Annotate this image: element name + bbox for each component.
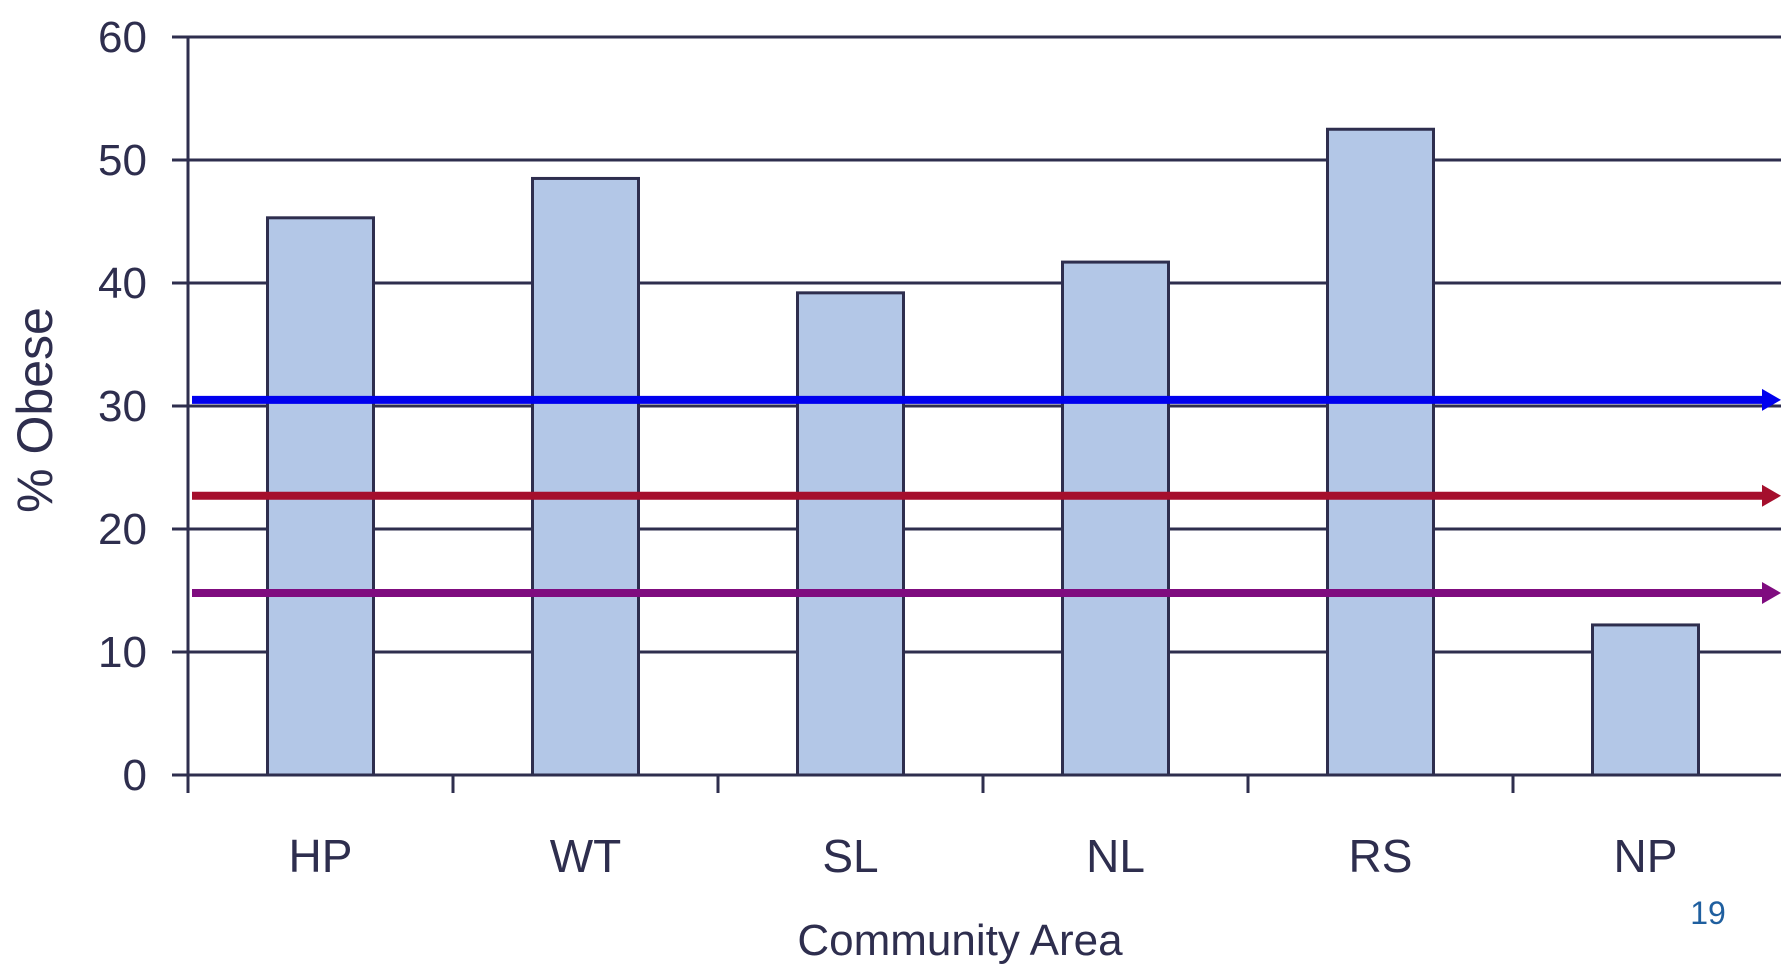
gridlines <box>188 35 1781 654</box>
bar-nl <box>1061 260 1170 777</box>
y-tick-label-10: 10 <box>98 628 147 677</box>
x-tick-label-nl: NL <box>1086 830 1145 882</box>
x-tick-label-sl: SL <box>822 830 878 882</box>
reference-arrowhead-3 <box>1762 581 1781 604</box>
tick-labels: 0 10 20 30 40 50 60 HP WT SL NL RS NP <box>98 13 1677 882</box>
y-tick-label-30: 30 <box>98 382 147 431</box>
y-tick-label-40: 40 <box>98 259 147 308</box>
y-tick-label-60: 60 <box>98 13 147 62</box>
reference-arrowhead-1 <box>1762 388 1781 411</box>
y-tick-label-0: 0 <box>123 751 147 800</box>
axes <box>172 35 1781 793</box>
x-axis-label: Community Area <box>797 916 1123 965</box>
bar-np <box>1591 623 1700 777</box>
x-tick-label-np: NP <box>1614 830 1678 882</box>
reference-arrowhead-2 <box>1762 484 1781 507</box>
x-tick-label-wt: WT <box>550 830 622 882</box>
bar-sl <box>796 291 905 777</box>
y-axis-label: % Obese <box>7 307 63 513</box>
y-tick-label-50: 50 <box>98 136 147 185</box>
bar-wt <box>531 176 640 777</box>
page-number: 19 <box>1690 895 1726 931</box>
reference-lines <box>192 388 1781 604</box>
y-tick-label-20: 20 <box>98 505 147 554</box>
bars <box>266 127 1700 777</box>
bar-rs <box>1326 127 1435 777</box>
x-tick-label-rs: RS <box>1349 830 1413 882</box>
x-tick-label-hp: HP <box>289 830 353 882</box>
